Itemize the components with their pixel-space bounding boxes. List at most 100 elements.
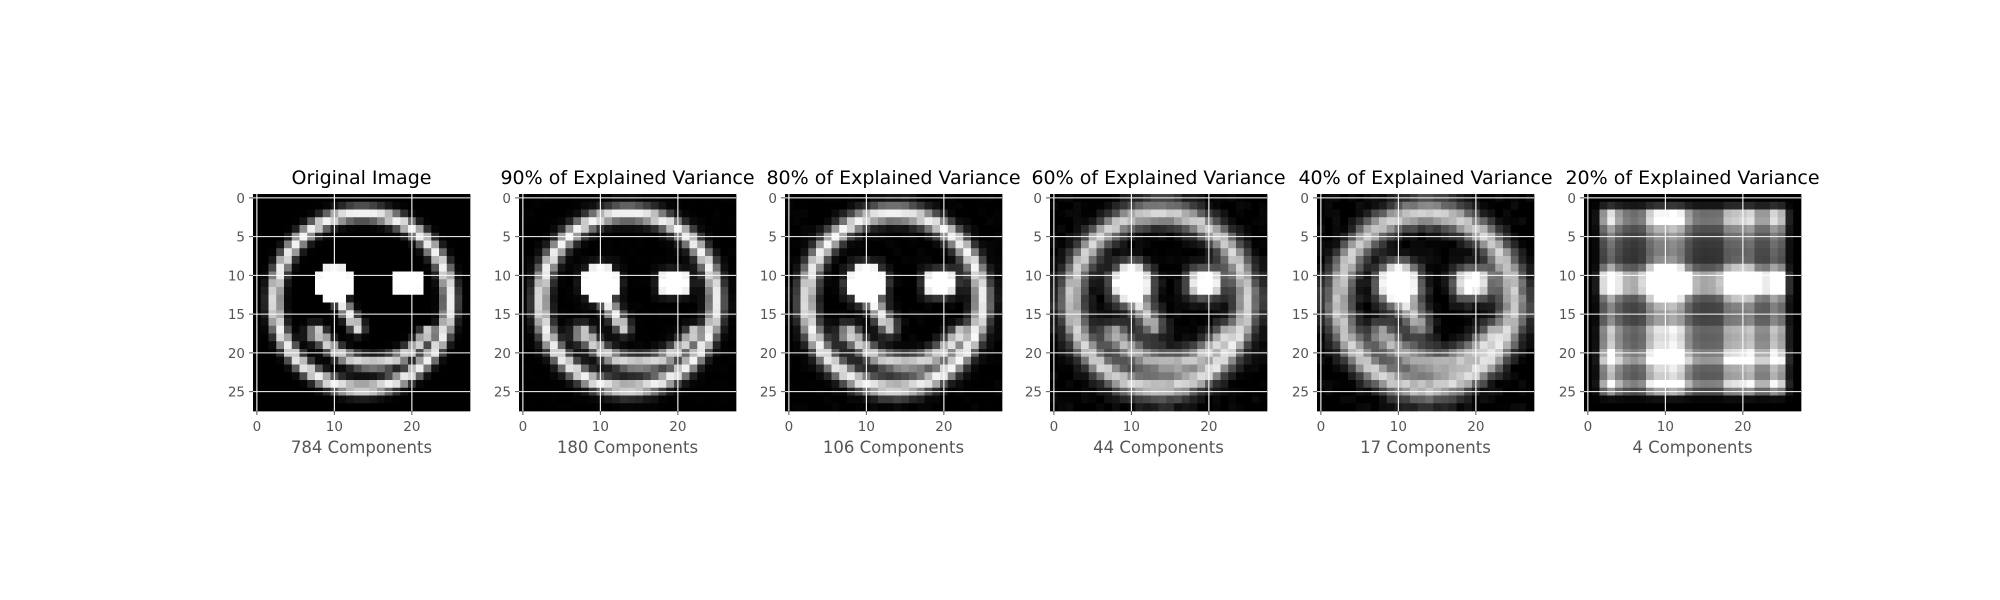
pixel-cell	[901, 356, 910, 365]
pixel-cell	[338, 263, 347, 272]
y-tick-label: 20	[760, 346, 777, 362]
pixel-cell	[1243, 372, 1252, 381]
pixel-cell	[550, 325, 559, 334]
pixel-cell	[619, 325, 628, 334]
pixel-cell	[377, 248, 386, 257]
pixel-cell	[932, 248, 941, 257]
pixel-cell	[1228, 356, 1237, 365]
pixel-cell	[1166, 256, 1175, 265]
pixel-cell	[454, 287, 463, 296]
pixel-cell	[627, 209, 636, 218]
pixel-cell	[1073, 287, 1082, 296]
pixel-cell	[557, 341, 566, 350]
pixel-cell	[1119, 333, 1128, 342]
pixel-cell	[728, 294, 737, 303]
pixel-cell	[1057, 217, 1066, 226]
y-tick-label: 20	[1559, 346, 1576, 362]
pixel-cell	[353, 356, 362, 365]
pixel-cell	[1518, 380, 1527, 389]
pixel-cell	[816, 372, 825, 381]
pixel-cell	[909, 225, 918, 234]
pixel-cell	[338, 248, 347, 257]
pixel-cell	[588, 395, 597, 404]
pixel-cell	[847, 287, 856, 296]
pixel-cell	[909, 403, 918, 412]
pixel-cell	[1119, 209, 1128, 218]
pixel-cell	[573, 248, 582, 257]
pixel-cell	[971, 333, 980, 342]
pixel-cell	[689, 287, 698, 296]
pixel-cell	[1348, 380, 1357, 389]
pixel-cell	[1143, 341, 1152, 350]
x-axis-label: 44 Components	[1093, 438, 1224, 457]
pixel-cell	[800, 217, 809, 226]
pixel-cell	[1615, 287, 1624, 296]
pixel-cell	[1332, 395, 1341, 404]
pixel-cell	[697, 225, 706, 234]
pixel-cell	[446, 209, 455, 218]
pixel-cell	[415, 287, 424, 296]
pixel-cell	[1495, 325, 1504, 334]
pixel-cell	[1777, 287, 1786, 296]
pixel-cell	[1746, 294, 1755, 303]
pixel-cell	[1158, 403, 1167, 412]
pixel-cell	[1088, 403, 1097, 412]
pixel-cell	[550, 341, 559, 350]
pixel-cell	[299, 217, 308, 226]
pixel-cell	[260, 403, 269, 412]
pixel-cell	[1112, 395, 1121, 404]
pixel-cell	[893, 294, 902, 303]
pixel-cell	[1754, 318, 1763, 327]
pixel-cell	[268, 372, 277, 381]
pixel-cell	[369, 364, 378, 373]
pixel-cell	[635, 209, 644, 218]
pixel-cell	[573, 240, 582, 249]
pixel-cell	[878, 256, 887, 265]
pixel-cell	[1371, 380, 1380, 389]
pixel-cell	[1793, 240, 1802, 249]
pixel-cell	[1700, 287, 1709, 296]
y-tick-label: 15	[1559, 307, 1576, 323]
pixel-cell	[1441, 256, 1450, 265]
pixel-cell	[1518, 318, 1527, 327]
pixel-cell	[322, 240, 331, 249]
pixel-cell	[260, 217, 269, 226]
pixel-cell	[1189, 287, 1198, 296]
pixel-cell	[1441, 395, 1450, 404]
pixel-cell	[534, 217, 543, 226]
pixel-cell	[1386, 225, 1395, 234]
pixel-cell	[800, 356, 809, 365]
pixel-cell	[550, 380, 559, 389]
pixel-cell	[565, 225, 574, 234]
pixel-cell	[338, 256, 347, 265]
pixel-cell	[1348, 372, 1357, 381]
pixel-cell	[1181, 263, 1190, 272]
pixel-cell	[346, 356, 355, 365]
pixel-cell	[971, 287, 980, 296]
pixel-cell	[377, 217, 386, 226]
pixel-cell	[666, 395, 675, 404]
pixel-cell	[823, 341, 832, 350]
pixel-cell	[971, 356, 980, 365]
pixel-cell	[831, 318, 840, 327]
pixel-cell	[1785, 356, 1794, 365]
pixel-cell	[1503, 240, 1512, 249]
pixel-cell	[1425, 395, 1434, 404]
pixel-cell	[1181, 325, 1190, 334]
pixel-cell	[1607, 279, 1616, 288]
pixel-cell	[1324, 403, 1333, 412]
pixel-cell	[1371, 356, 1380, 365]
pixel-cell	[681, 201, 690, 210]
pixel-cell	[588, 294, 597, 303]
pixel-cell	[1081, 287, 1090, 296]
pixel-cell	[1158, 372, 1167, 381]
pixel-cell	[1708, 287, 1717, 296]
pixel-cell	[1348, 395, 1357, 404]
pixel-cell	[947, 225, 956, 234]
pixel-cell	[697, 318, 706, 327]
pixel-cell	[1487, 364, 1496, 373]
pixel-cell	[1228, 209, 1237, 218]
pixel-cell	[1762, 279, 1771, 288]
pixel-cell	[1762, 372, 1771, 381]
